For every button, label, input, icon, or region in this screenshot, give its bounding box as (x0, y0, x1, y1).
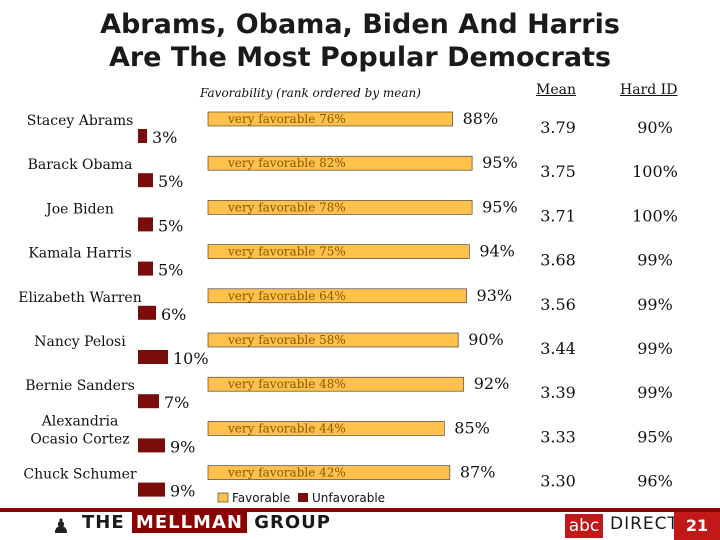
hard-id-value: 99% (637, 251, 673, 270)
candidate-name: Bernie Sanders (25, 378, 135, 394)
candidate-name: Joe Biden (44, 201, 114, 217)
candidate-name: Alexandria (41, 413, 119, 429)
hard-id-value: 100% (632, 162, 678, 181)
very-favorable-label: very favorable 64% (227, 289, 346, 303)
very-favorable-label: very favorable 42% (227, 466, 346, 480)
unfavorable-value: 9% (170, 482, 195, 501)
favorable-bar (207, 376, 465, 392)
very-favorable-label: very favorable 76% (227, 112, 346, 126)
favorable-value: 88% (463, 109, 499, 128)
unfavorable-bar (138, 482, 165, 497)
unfavorable-value: 9% (170, 437, 195, 456)
legend-swatch-unfavorable (298, 493, 308, 502)
unfavorable-bar (138, 261, 153, 276)
unfavorable-value: 7% (164, 393, 189, 412)
hard-id-value: 100% (632, 206, 678, 225)
candidate-name: Ocasio Cortez (30, 431, 129, 447)
unfavorable-value: 10% (173, 349, 209, 368)
footer-rule (0, 508, 720, 512)
chart-title: Abrams, Obama, Biden And Harris Are The … (0, 8, 720, 74)
favorable-value: 95% (482, 153, 518, 172)
candidate-name: Nancy Pelosi (34, 334, 126, 350)
favorable-bar (207, 155, 473, 171)
favorable-bar (207, 200, 473, 215)
mean-value: 3.75 (540, 162, 576, 181)
legend-label-unfavorable: Unfavorable (312, 491, 385, 505)
very-favorable-label: very favorable 58% (227, 333, 346, 347)
favorable-value: 95% (482, 197, 518, 216)
favorable-bar (207, 111, 453, 127)
page-number: 21 (674, 512, 720, 540)
unfavorable-bar (138, 217, 153, 232)
hard-id-column-header: Hard ID (620, 82, 678, 98)
partner-name: DIRECT (610, 514, 679, 534)
favorable-value: 94% (479, 242, 515, 261)
favorable-value: 87% (460, 463, 496, 482)
unfavorable-value: 5% (158, 172, 183, 191)
hard-id-value: 90% (637, 118, 673, 137)
firm-name-post: GROUP (246, 512, 331, 533)
chart-title-line-1: Abrams, Obama, Biden And Harris (100, 9, 620, 40)
mean-value: 3.56 (540, 295, 576, 314)
hard-id-value: 99% (637, 383, 673, 402)
mean-value: 3.33 (540, 427, 576, 446)
unfavorable-bar (138, 305, 156, 320)
candidate-name: Kamala Harris (28, 246, 131, 262)
unfavorable-value: 5% (158, 216, 183, 235)
very-favorable-label: very favorable 82% (227, 156, 346, 170)
candidate-name: Chuck Schumer (23, 467, 137, 483)
hard-id-value: 96% (637, 472, 673, 491)
unfavorable-bar (138, 129, 147, 143)
hard-id-value: 95% (637, 427, 673, 446)
candidate-name: Elizabeth Warren (18, 290, 141, 306)
candidate-name: Stacey Abrams (27, 113, 134, 129)
unfavorable-bar (138, 173, 153, 188)
mean-value: 3.71 (540, 206, 576, 225)
mean-value: 3.68 (540, 251, 576, 270)
favorable-value: 90% (468, 330, 504, 349)
mellman-logo-icon: ♟ (52, 514, 70, 538)
firm-name-highlight: MELLMAN (131, 512, 247, 533)
favorable-bar (207, 421, 445, 436)
chart-subtitle: Favorability (rank ordered by mean) (200, 86, 421, 100)
unfavorable-value: 5% (158, 261, 183, 280)
very-favorable-label: very favorable 44% (227, 421, 346, 435)
very-favorable-label: very favorable 48% (227, 377, 346, 391)
favorable-bar (207, 465, 451, 480)
unfavorable-bar (138, 350, 168, 364)
mean-value: 3.79 (540, 118, 576, 137)
favorable-value: 93% (477, 286, 513, 305)
favorable-value: 85% (454, 418, 490, 437)
chart-title-line-2: Are The Most Popular Democrats (108, 42, 612, 73)
favorable-bar (207, 244, 470, 259)
abc-logo: abc (565, 514, 603, 538)
mean-value: 3.30 (540, 472, 576, 491)
legend-swatch-favorable (217, 492, 229, 503)
legend-label-favorable: Favorable (232, 491, 290, 505)
unfavorable-value: 3% (152, 128, 177, 147)
unfavorable-value: 6% (161, 305, 186, 324)
candidate-name: Barack Obama (28, 157, 133, 173)
favorable-bar (207, 332, 459, 348)
unfavorable-bar (138, 394, 159, 409)
hard-id-value: 99% (637, 295, 673, 314)
hard-id-value: 99% (637, 339, 673, 358)
unfavorable-bar (138, 438, 165, 453)
very-favorable-label: very favorable 75% (227, 245, 346, 259)
mean-column-header: Mean (536, 82, 576, 98)
firm-name-pre: THE (82, 512, 132, 533)
very-favorable-label: very favorable 78% (227, 200, 346, 214)
mean-value: 3.44 (540, 339, 576, 358)
favorable-value: 92% (474, 374, 510, 393)
mean-value: 3.39 (540, 383, 576, 402)
mellman-group-logo: THE MELLMAN GROUP (58, 512, 331, 536)
favorable-bar (207, 288, 467, 304)
